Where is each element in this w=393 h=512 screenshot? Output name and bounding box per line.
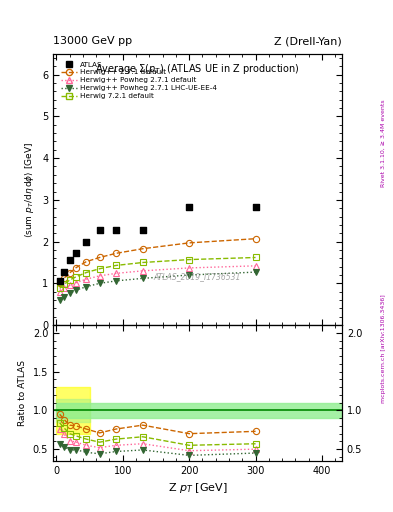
Text: 13000 GeV pp: 13000 GeV pp xyxy=(53,36,132,46)
Text: Average $\Sigma(p_T)$ (ATLAS UE in Z production): Average $\Sigma(p_T)$ (ATLAS UE in Z pro… xyxy=(95,62,300,76)
Text: ATLAS_2019_I1736531: ATLAS_2019_I1736531 xyxy=(154,272,241,281)
Y-axis label: Ratio to ATLAS: Ratio to ATLAS xyxy=(18,360,27,426)
Point xyxy=(252,203,259,211)
Legend: ATLAS, Herwig++ 2.7.1 default, Herwig++ Powheg 2.7.1 default, Herwig++ Powheg 2.: ATLAS, Herwig++ 2.7.1 default, Herwig++ … xyxy=(60,60,218,100)
Point xyxy=(66,257,73,265)
Point xyxy=(140,226,146,234)
Y-axis label: $\langle$sum $p_T/{\rm d}\eta\,{\rm d}\phi\rangle$ [GeV]: $\langle$sum $p_T/{\rm d}\eta\,{\rm d}\p… xyxy=(24,141,37,238)
Point xyxy=(186,203,192,211)
Text: Z (Drell-Yan): Z (Drell-Yan) xyxy=(274,36,342,46)
Text: mcplots.cern.ch [arXiv:1306.3436]: mcplots.cern.ch [arXiv:1306.3436] xyxy=(381,294,386,402)
Point xyxy=(57,277,63,285)
X-axis label: Z $p_T$ [GeV]: Z $p_T$ [GeV] xyxy=(168,481,227,495)
Text: Rivet 3.1.10, ≥ 3.4M events: Rivet 3.1.10, ≥ 3.4M events xyxy=(381,99,386,187)
Point xyxy=(61,268,68,276)
Point xyxy=(73,249,79,258)
Point xyxy=(113,226,119,234)
Point xyxy=(96,226,103,234)
Point xyxy=(83,238,89,246)
